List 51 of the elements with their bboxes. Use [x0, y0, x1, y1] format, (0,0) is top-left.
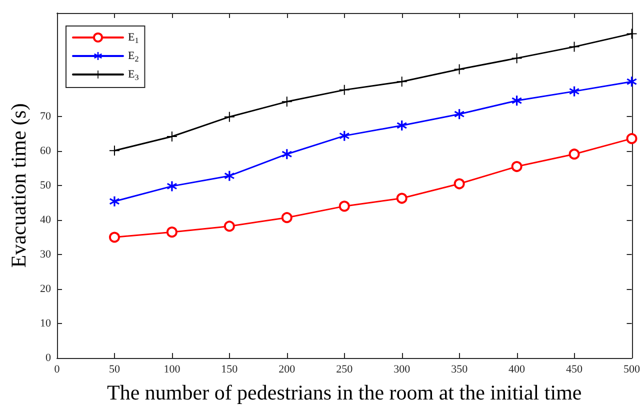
point [396, 192, 408, 204]
y-tick-label: 60 [40, 145, 52, 157]
point [109, 146, 120, 156]
x-tick-label: 300 [394, 364, 411, 376]
point [512, 53, 522, 64]
point [568, 148, 580, 160]
point [626, 28, 637, 39]
x-tick-label: 200 [278, 364, 296, 376]
y-tick-label: 30 [40, 248, 52, 260]
x-tick-label: 400 [508, 364, 526, 376]
point [396, 120, 407, 130]
point [282, 149, 292, 160]
y-tick-label: 50 [40, 180, 52, 192]
point [396, 76, 407, 87]
point [626, 76, 637, 87]
x-tick-label: 150 [221, 364, 238, 376]
x-axis-title: The number of pedestrians in the room at the initial time [107, 380, 582, 404]
point [224, 220, 235, 232]
point [224, 170, 234, 181]
x-tick-label: 250 [336, 364, 354, 376]
point [512, 96, 522, 106]
x-tick-label: 0 [54, 364, 60, 376]
point [454, 178, 465, 190]
x-tick-label: 450 [566, 364, 584, 376]
point [339, 130, 350, 141]
x-tick-label: 350 [451, 364, 468, 376]
point [339, 84, 350, 95]
point [109, 196, 120, 206]
point [166, 132, 177, 142]
y-tick-label: 0 [46, 352, 52, 364]
point [454, 109, 464, 120]
point [281, 212, 292, 224]
y-tick-label: 40 [40, 214, 52, 226]
point [166, 181, 177, 192]
y-tick-label: 70 [40, 110, 52, 122]
x-tick-label: 500 [624, 364, 640, 376]
point [511, 161, 522, 172]
x-tick-label: 100 [164, 364, 181, 376]
y-tick-label: 20 [40, 283, 52, 295]
point [282, 96, 292, 107]
y-axis-title: Evacuation time (s) [6, 103, 30, 268]
point [626, 133, 638, 144]
point [454, 64, 464, 74]
point [108, 232, 120, 243]
y-tick-label: 10 [40, 318, 52, 330]
point [166, 226, 178, 238]
point [569, 86, 580, 96]
point [224, 112, 234, 122]
point [569, 42, 580, 52]
point [338, 200, 350, 212]
x-tick-label: 50 [108, 364, 120, 376]
